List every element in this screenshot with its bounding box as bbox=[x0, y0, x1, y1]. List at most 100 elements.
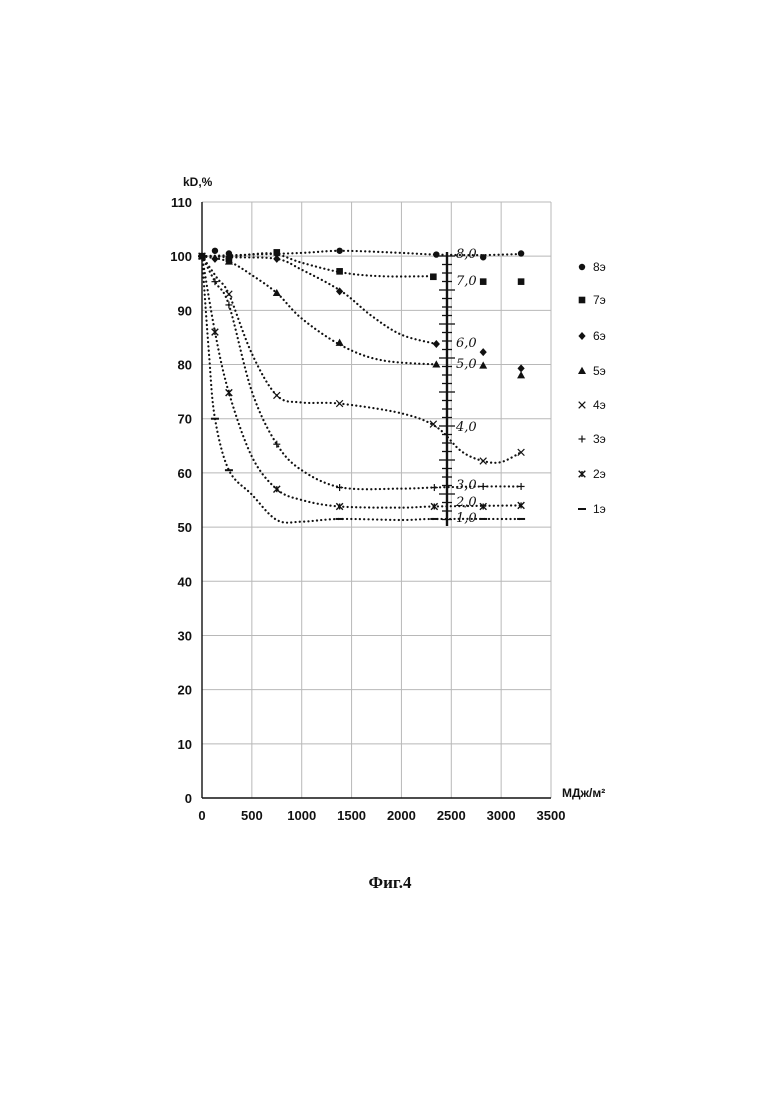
legend-marker bbox=[579, 402, 586, 409]
data-point-8э bbox=[433, 251, 439, 257]
triangle-marker bbox=[517, 371, 525, 378]
y-tick-label: 90 bbox=[178, 303, 192, 318]
x-tick-label: 3500 bbox=[537, 808, 566, 823]
trend-line-2э bbox=[202, 256, 521, 507]
scale-annotation: 6,0 bbox=[456, 336, 477, 351]
data-point-7э bbox=[336, 268, 343, 275]
tick-labels: 0 10 20 30 40 50 60 70 80 90 100 110 0 500 1000 1500 200… bbox=[170, 195, 565, 823]
square-marker bbox=[273, 249, 280, 256]
legend-marker bbox=[579, 471, 586, 478]
data-point-7э bbox=[518, 278, 525, 285]
data-point-8э bbox=[336, 248, 342, 254]
y-tick-label: 20 bbox=[178, 683, 192, 698]
legend-label: 2э bbox=[593, 467, 606, 481]
data-point-8э bbox=[518, 250, 524, 256]
x-tick-label: 3000 bbox=[487, 808, 516, 823]
square-marker bbox=[430, 273, 437, 280]
scale-annotation: 8,0 bbox=[456, 247, 477, 262]
y-tick-label: 100 bbox=[170, 249, 192, 264]
x-tick-label: 1000 bbox=[287, 808, 316, 823]
data-point-6э bbox=[433, 340, 440, 348]
legend-item-3э: 3э bbox=[579, 432, 606, 446]
y-tick-label: 0 bbox=[185, 791, 192, 806]
hand-drawn-scale: 8,0 7,0 6,0 5,0 4,0 3,0 2,01,0 bbox=[439, 247, 477, 526]
circle-marker bbox=[480, 254, 486, 260]
legend-marker bbox=[579, 297, 586, 304]
legend-marker bbox=[579, 436, 586, 443]
circle-marker bbox=[336, 248, 342, 254]
scale-annotation: 7,0 bbox=[456, 274, 477, 289]
y-tick-label: 70 bbox=[178, 412, 192, 427]
data-point-4э bbox=[226, 291, 233, 298]
data-point-2э bbox=[212, 329, 219, 336]
data-point-7э bbox=[480, 278, 487, 285]
y-tick-label: 110 bbox=[171, 195, 192, 210]
y-tick-label: 30 bbox=[178, 628, 192, 643]
square-marker bbox=[480, 278, 487, 285]
data-point-2э bbox=[336, 503, 343, 510]
data-point-3э bbox=[336, 484, 343, 491]
y-tick-label: 10 bbox=[178, 737, 192, 752]
y-tick-label: 60 bbox=[178, 466, 192, 481]
scale-annotation: 2,0 bbox=[455, 495, 477, 510]
scale-annotation: 5,0 bbox=[456, 357, 477, 372]
x-tick-label: 0 bbox=[198, 808, 205, 823]
x-axis-label: МДж/м² bbox=[562, 786, 605, 800]
trend-line-3э bbox=[202, 256, 521, 489]
x-tick-label: 2000 bbox=[387, 808, 416, 823]
legend-label: 8э bbox=[593, 260, 606, 274]
data-point-2э bbox=[226, 389, 233, 396]
legend-label: 7э bbox=[593, 293, 606, 307]
legend-label: 1э bbox=[593, 502, 606, 516]
y-tick-label: 50 bbox=[178, 520, 192, 535]
scale-annotation: 1,0 bbox=[456, 511, 477, 526]
axes bbox=[202, 202, 551, 798]
data-point-5э bbox=[432, 360, 440, 367]
legend-label: 3э bbox=[593, 432, 606, 446]
circle-marker bbox=[212, 248, 218, 254]
data-point-3э bbox=[211, 278, 218, 285]
legend-label: 6э bbox=[593, 329, 606, 343]
data-point-5э bbox=[517, 371, 525, 378]
legend-item-8э: 8э bbox=[579, 260, 606, 274]
data-point-3э bbox=[431, 484, 438, 491]
scale-annotation: 3,0 bbox=[456, 478, 477, 493]
legend-item-4э: 4э bbox=[579, 398, 606, 412]
data-point-6э bbox=[480, 348, 487, 356]
legend-item-1э: 1э bbox=[578, 502, 606, 516]
data-point-8э bbox=[212, 248, 218, 254]
legend-item-6э: 6э bbox=[578, 329, 605, 343]
diamond-marker bbox=[578, 332, 585, 340]
data-point-8э bbox=[480, 254, 486, 260]
data-point-7э bbox=[430, 273, 437, 280]
diamond-marker bbox=[433, 340, 440, 348]
legend-item-2э: 2э bbox=[579, 467, 606, 481]
legend-item-7э: 7э bbox=[579, 293, 606, 307]
data-point-7э bbox=[273, 249, 280, 256]
x-tick-label: 1500 bbox=[337, 808, 366, 823]
scale-annotation: 4,0 bbox=[455, 420, 477, 435]
legend: 8э 7э 6э 5э 4э 3э 2э 1э bbox=[578, 260, 606, 516]
legend-marker bbox=[578, 332, 585, 340]
data-point-2э bbox=[273, 486, 280, 493]
data-point-4э bbox=[336, 400, 343, 407]
legend-label: 4э bbox=[593, 398, 606, 412]
x-tick-label: 2500 bbox=[437, 808, 466, 823]
y-tick-label: 40 bbox=[178, 574, 192, 589]
figure-caption: Фиг.4 bbox=[0, 873, 780, 893]
data-point-6э bbox=[517, 364, 524, 372]
legend-item-5э: 5э bbox=[578, 364, 606, 378]
diamond-marker bbox=[480, 348, 487, 356]
legend-marker bbox=[579, 264, 585, 270]
square-marker bbox=[518, 278, 525, 285]
circle-marker bbox=[518, 250, 524, 256]
data-point-4э bbox=[480, 458, 487, 465]
data-point-4э bbox=[273, 392, 280, 399]
data-point-3э bbox=[480, 483, 487, 490]
triangle-marker bbox=[432, 360, 440, 367]
legend-label: 5э bbox=[593, 364, 606, 378]
y-tick-label: 80 bbox=[178, 358, 192, 373]
triangle-marker bbox=[578, 367, 586, 374]
x-tick-label: 500 bbox=[241, 808, 263, 823]
